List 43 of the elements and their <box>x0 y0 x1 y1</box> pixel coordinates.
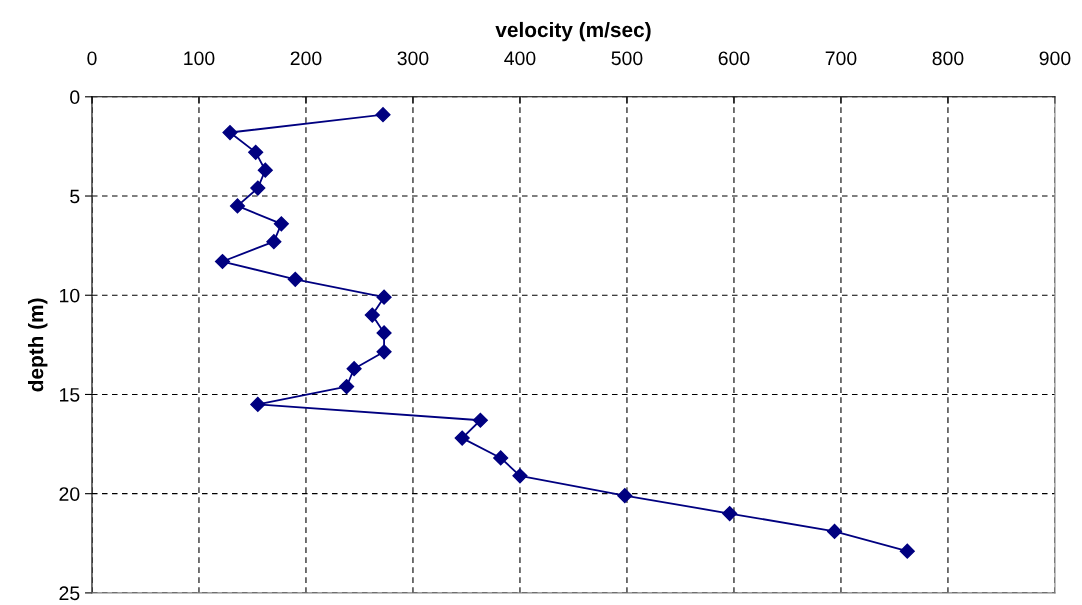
point <box>266 234 282 250</box>
point <box>214 253 231 270</box>
point <box>617 488 633 504</box>
y-tick-label: 10 <box>60 288 80 303</box>
x-tick-label: 900 <box>1039 51 1071 66</box>
x-axis-title: velocity (m/sec) <box>495 21 651 42</box>
point <box>346 361 362 377</box>
point <box>222 124 238 141</box>
point <box>376 289 392 305</box>
x-tick-label: 800 <box>932 51 964 66</box>
y-tick-label: 20 <box>59 487 80 501</box>
x-tick-label: 500 <box>611 51 643 66</box>
point <box>273 216 289 232</box>
point <box>248 144 264 160</box>
point <box>250 180 266 196</box>
point <box>722 505 738 522</box>
point <box>375 107 391 123</box>
point <box>339 378 355 395</box>
point <box>512 468 528 484</box>
y-tick-label: 15 <box>60 388 80 402</box>
point <box>250 396 266 412</box>
point <box>493 450 509 466</box>
y-tick-label: 5 <box>70 189 80 204</box>
point <box>826 523 843 539</box>
point <box>472 412 488 428</box>
x-tick-label: 100 <box>184 51 215 66</box>
x-tick-label: 0 <box>87 51 97 66</box>
y-tick-label: 25 <box>59 586 80 601</box>
point <box>257 162 273 178</box>
x-tick-label: 200 <box>290 51 322 66</box>
point <box>454 430 470 446</box>
point <box>287 271 303 287</box>
x-tick-label: 600 <box>718 51 750 66</box>
point <box>364 307 380 323</box>
point <box>376 325 392 341</box>
point <box>376 344 392 360</box>
y-axis-title: depth (m) <box>28 298 48 392</box>
y-tick-label: 0 <box>70 90 80 105</box>
point <box>229 198 246 214</box>
x-tick-label: 700 <box>825 51 857 66</box>
point <box>899 543 915 559</box>
x-tick-label: 400 <box>504 51 536 66</box>
x-tick-label: 300 <box>397 51 429 66</box>
